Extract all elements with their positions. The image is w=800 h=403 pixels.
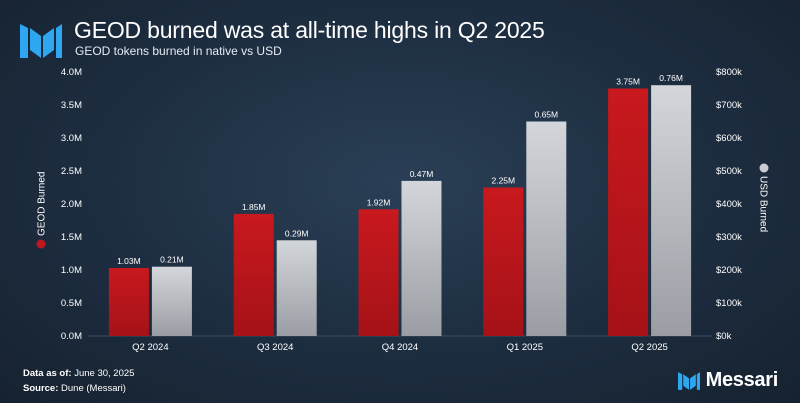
y-left-tick-label: 1.5M — [61, 232, 82, 243]
data-as-of-label: Data as of: — [23, 368, 72, 379]
bar-usd-burned — [401, 180, 442, 336]
data-label-usd: 0.76M — [659, 73, 683, 83]
y-right-tick-label: $500k — [716, 166, 742, 177]
source-value: Dune (Messari) — [61, 383, 126, 394]
y-right-tick-label: $700k — [716, 100, 742, 111]
y-right-tick-label: $300k — [716, 232, 742, 243]
chart-subtitle: GEOD tokens burned in native vs USD — [75, 44, 282, 58]
y-right-tick-label: $800k — [716, 67, 742, 78]
y-right-tick-label: $0k — [716, 331, 732, 342]
bar-usd-burned — [276, 240, 317, 336]
bar-geod-burned — [608, 88, 649, 336]
bar-geod-burned — [483, 187, 524, 336]
y-left-tick-label: 1.0M — [61, 265, 82, 276]
data-label-geod: 1.85M — [242, 202, 266, 212]
data-label-geod: 3.75M — [616, 77, 640, 87]
y-left-tick-label: 0.5M — [61, 298, 82, 309]
messari-brand-icon — [677, 371, 700, 390]
y-left-tick-label: 3.5M — [61, 100, 82, 111]
footer-data-date: Data as of: June 30, 2025 — [23, 368, 134, 379]
data-label-geod: 1.92M — [367, 197, 391, 207]
y-right-tick-label: $100k — [716, 298, 742, 309]
data-label-geod: 1.03M — [117, 256, 141, 266]
y-right-axis-label: USD Burned — [758, 176, 769, 232]
bar-geod-burned — [233, 213, 274, 336]
data-as-of-value: June 30, 2025 — [74, 368, 135, 379]
chart-title: GEOD burned was at all-time highs in Q2 … — [74, 17, 545, 43]
data-label-usd: 0.47M — [410, 169, 434, 179]
data-label-usd: 0.29M — [285, 228, 309, 238]
x-tick-label: Q3 2024 — [257, 342, 293, 353]
y-left-tick-label: 2.0M — [61, 199, 82, 210]
source-label: Source: — [23, 383, 59, 394]
y-right-tick-label: $200k — [716, 265, 742, 276]
data-label-geod: 2.25M — [491, 176, 515, 186]
brand-name: Messari — [705, 369, 779, 391]
bar-geod-burned — [358, 209, 399, 336]
x-tick-label: Q1 2025 — [507, 342, 543, 353]
y-left-axis-title: GEOD Burned — [36, 172, 48, 249]
data-label-usd: 0.21M — [160, 255, 184, 265]
bar-usd-burned — [526, 121, 567, 336]
bar-geod-burned — [108, 268, 149, 336]
legend-dot-usd — [759, 163, 769, 173]
y-left-tick-label: 4.0M — [61, 67, 82, 78]
footer-source: Source: Dune (Messari) — [23, 383, 126, 394]
x-tick-label: Q4 2024 — [382, 342, 418, 353]
messari-logo-icon — [20, 24, 62, 58]
y-left-tick-label: 2.5M — [61, 166, 82, 177]
x-tick-label: Q2 2024 — [132, 342, 168, 353]
y-right-axis-title: USD Burned — [758, 163, 769, 232]
brand-logo: Messari — [677, 369, 778, 392]
y-left-tick-label: 3.0M — [61, 133, 82, 144]
y-left-tick-label: 0.0M — [61, 331, 82, 342]
bar-usd-burned — [651, 85, 692, 336]
y-right-tick-label: $600k — [716, 133, 742, 144]
legend-dot-geod — [36, 239, 46, 249]
y-left-axis-label: GEOD Burned — [37, 172, 48, 236]
bar-usd-burned — [151, 266, 192, 336]
x-tick-label: Q2 2025 — [631, 342, 667, 353]
data-label-usd: 0.65M — [534, 110, 558, 120]
y-right-tick-label: $400k — [716, 199, 742, 210]
